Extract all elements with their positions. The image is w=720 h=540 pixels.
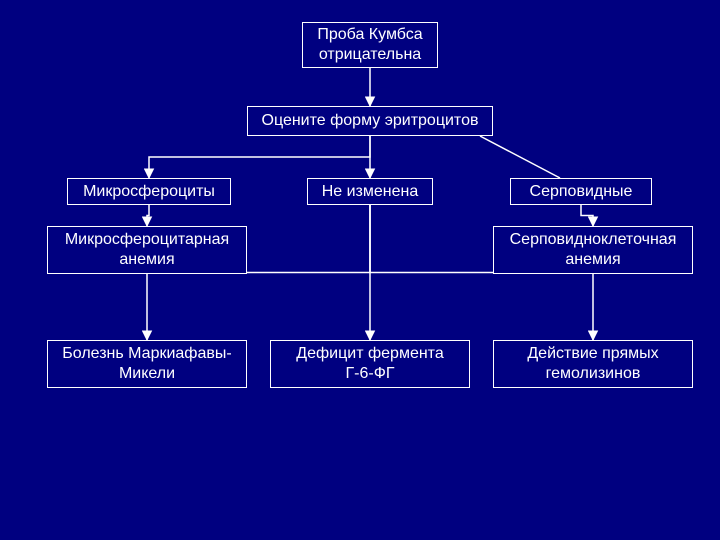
node-assess: Оцените форму эритроцитов [247,106,493,136]
node-coombs: Проба Кумбсаотрицательна [302,22,438,68]
node-label-coombs: Проба Кумбсаотрицательна [317,25,422,65]
edge-sickle-sickleAn [581,205,593,226]
node-label-sickleAn: Серповидноклеточнаяанемия [510,230,677,270]
edge-assess-sickle [480,136,560,178]
node-label-microAn: Микросфероцитарнаяанемия [65,230,229,270]
node-micro: Микросфероциты [67,178,231,205]
node-label-micro: Микросфероциты [83,182,215,202]
node-unchanged: Не изменена [307,178,433,205]
edge-micro-microAn [147,205,149,226]
node-g6pd: Дефицит ферментаГ-6-ФГ [270,340,470,388]
node-sickle: Серповидные [510,178,652,205]
node-label-mikeli: Болезнь Маркиафавы-Микели [62,344,231,384]
node-label-sickle: Серповидные [530,182,633,202]
edge-assess-micro [149,136,370,178]
node-label-hemolys: Действие прямыхгемолизинов [527,344,658,384]
node-microAn: Микросфероцитарнаяанемия [47,226,247,274]
node-sickleAn: Серповидноклеточнаяанемия [493,226,693,274]
node-mikeli: Болезнь Маркиафавы-Микели [47,340,247,388]
flowchart-stage: Проба Кумбсаотрицательна Оцените форму эр… [0,0,720,540]
node-label-unchanged: Не изменена [322,182,419,202]
node-hemolys: Действие прямыхгемолизинов [493,340,693,388]
node-label-assess: Оцените форму эритроцитов [262,111,479,131]
node-label-g6pd: Дефицит ферментаГ-6-ФГ [296,344,443,384]
